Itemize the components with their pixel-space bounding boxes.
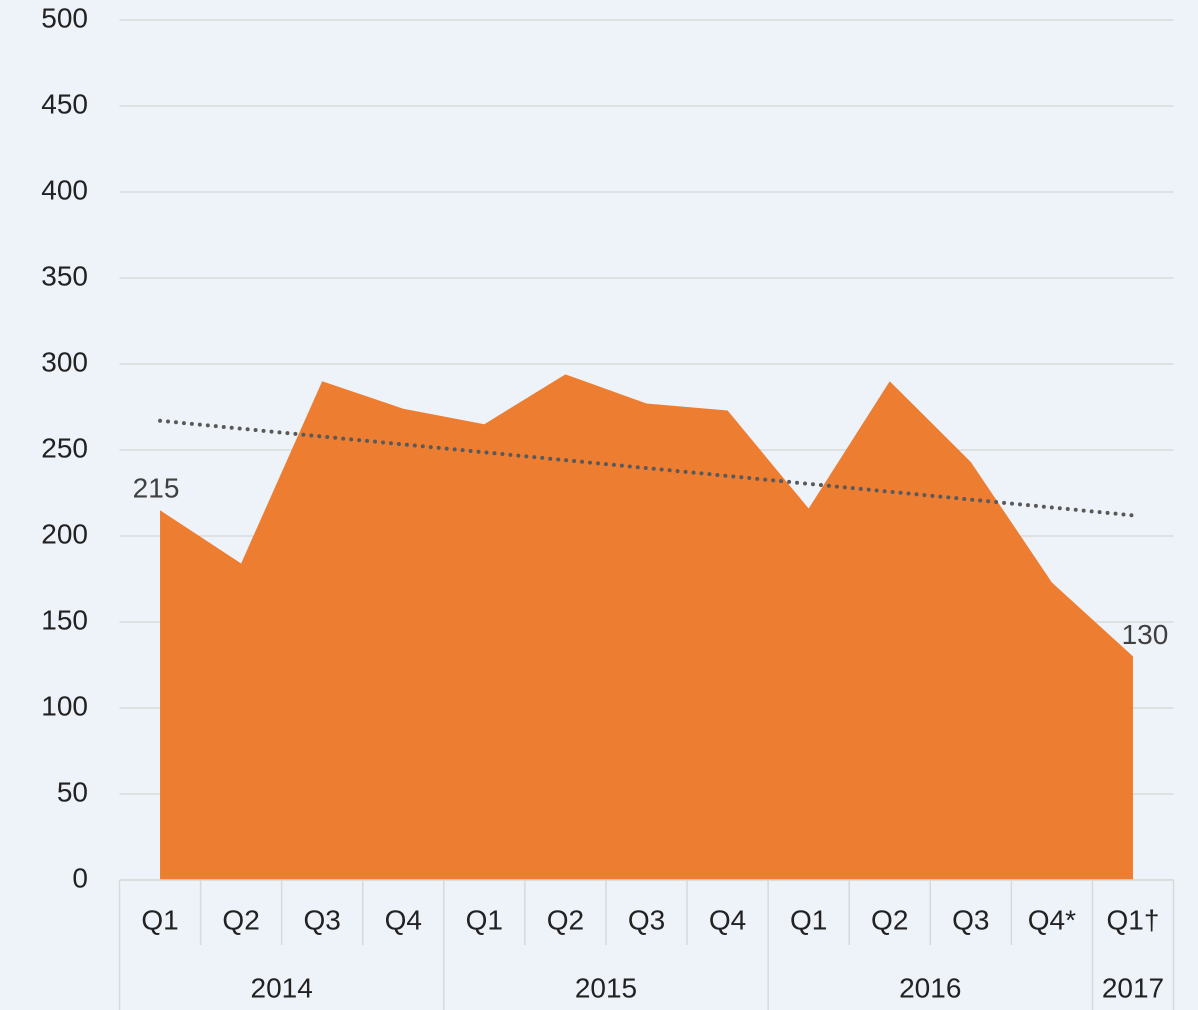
x-tick-label: Q3 [952,904,989,935]
area [160,374,1133,880]
trendline [158,418,1135,518]
x-tick-label: Q1 [466,904,503,935]
data-label: 215 [133,473,180,504]
y-tick-label: 0 [72,862,88,893]
y-tick-label: 150 [41,604,88,635]
data-label: 130 [1122,619,1169,650]
x-tick-label: Q3 [628,904,665,935]
y-tick-label: 300 [41,346,88,377]
y-tick-label: 200 [41,518,88,549]
group-label: 2016 [899,972,961,1003]
x-tick-label: Q2 [222,904,259,935]
y-tick-label: 450 [41,88,88,119]
x-tick-label: Q2 [547,904,584,935]
x-tick-label: Q1† [1106,904,1159,935]
x-tick-label: Q4 [709,904,746,935]
group-label: 2017 [1102,972,1164,1003]
y-tick-label: 250 [41,432,88,463]
y-tick-label: 100 [41,690,88,721]
x-tick-label: Q4 [385,904,422,935]
x-tick-label: Q1 [141,904,178,935]
y-tick-label: 500 [41,2,88,33]
y-tick-label: 350 [41,260,88,291]
x-tick-label: Q2 [871,904,908,935]
x-tick-label: Q1 [790,904,827,935]
x-tick-label: Q3 [304,904,341,935]
y-tick-label: 50 [57,776,88,807]
y-tick-label: 400 [41,174,88,205]
group-label: 2014 [251,972,313,1003]
group-label: 2015 [575,972,637,1003]
x-tick-label: Q4* [1028,904,1076,935]
